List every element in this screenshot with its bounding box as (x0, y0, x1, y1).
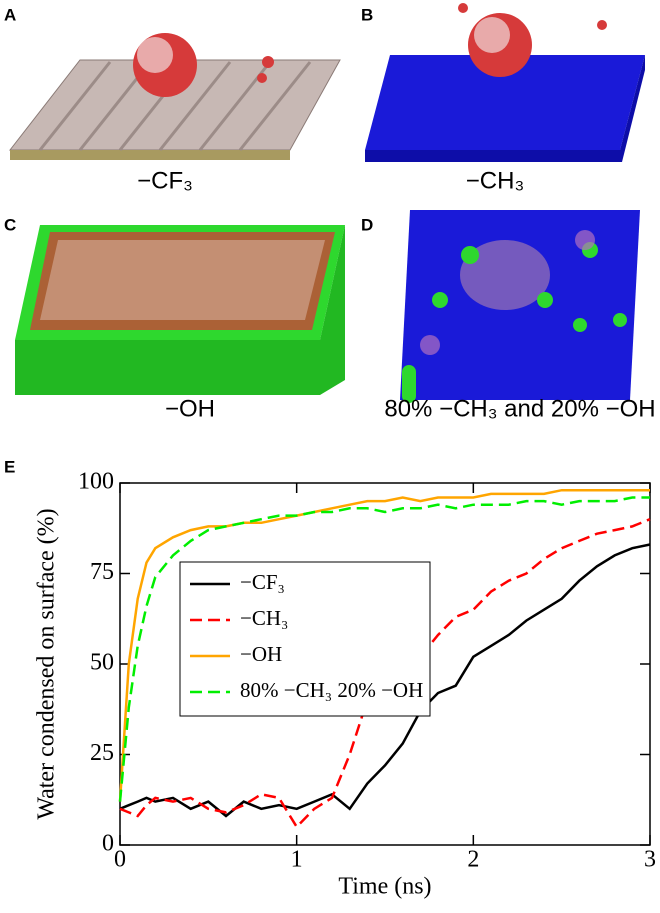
line-series (118, 496, 650, 802)
y-tick-label: 0 (102, 831, 114, 857)
surface-render (15, 225, 345, 395)
panel-caption: −CH₃ (466, 167, 524, 194)
surface-render (8, 33, 341, 160)
panel-label: A (4, 5, 16, 24)
panel-label: B (361, 5, 373, 24)
surface-render (365, 3, 645, 162)
legend-label: −CF₃ (240, 570, 285, 594)
legend-label: −CH₃ (240, 606, 288, 630)
line-series (118, 488, 650, 802)
x-tick-label: 2 (467, 847, 479, 873)
panel-caption: −CF₃ (137, 167, 193, 194)
y-tick-label: 100 (78, 469, 114, 495)
y-axis-label: Water condensed on surface (%) (34, 508, 60, 819)
y-tick-label: 50 (90, 650, 114, 676)
y-tick-label: 25 (90, 740, 114, 766)
panel-label: C (4, 215, 16, 234)
panel-label: D (361, 215, 373, 234)
legend-label: −OH (240, 642, 282, 666)
x-tick-label: 1 (291, 847, 303, 873)
x-tick-label: 3 (644, 847, 656, 873)
panel-label: E (4, 457, 15, 476)
panel-caption: −OH (165, 395, 215, 422)
surface-render (400, 210, 640, 403)
legend-box (179, 561, 431, 717)
panel-caption: 80% −CH₃ and 20% −OH (384, 395, 655, 422)
x-tick-label: 0 (114, 847, 126, 873)
legend-label: 80% −CH₃ 20% −OH (240, 678, 423, 702)
x-axis-label: Time (ns) (338, 874, 431, 900)
line-series (119, 543, 651, 818)
y-tick-label: 75 (90, 559, 114, 585)
